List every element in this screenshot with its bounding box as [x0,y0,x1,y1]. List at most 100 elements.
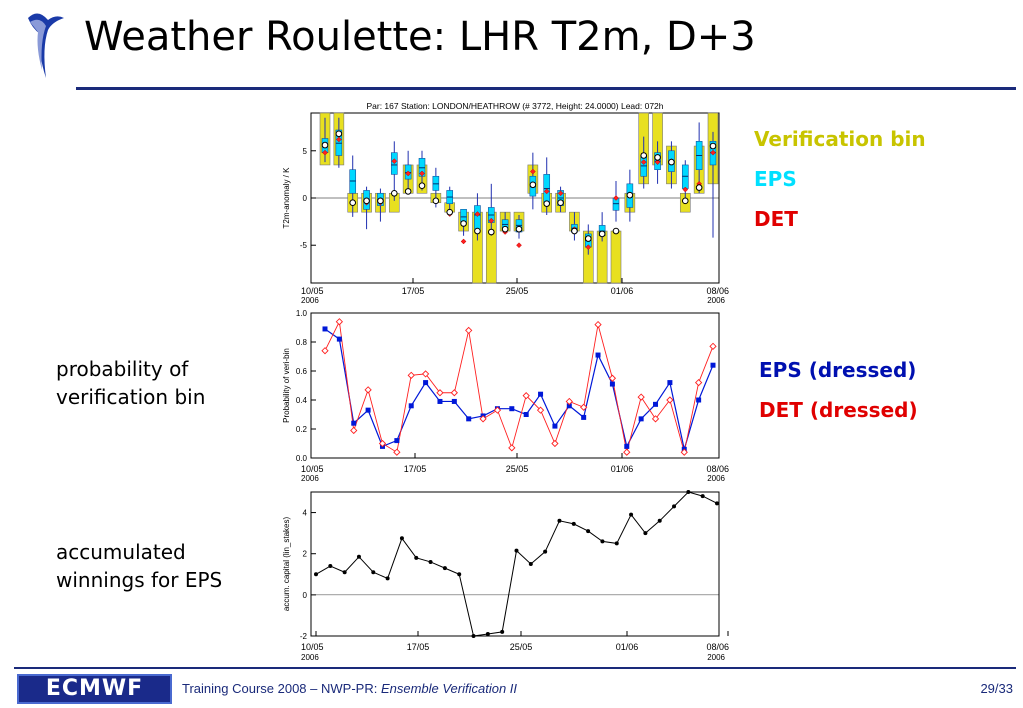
eps-dressed-point [609,381,615,387]
y-tick-label: 5 [303,147,308,156]
eps-dressed-point [581,414,587,420]
capital-point [715,501,719,506]
eps-dressed-point [667,380,673,386]
eps-dressed-point [336,336,342,342]
capital-point [614,541,619,546]
det-diamond [488,217,495,224]
slide-title: Weather Roulette: LHR T2m, D+3 [84,14,756,60]
det-diamond [419,170,425,177]
x-tick-label: 17/05 [402,286,425,296]
y-tick-label: -2 [300,632,308,641]
verification-marker [584,235,592,242]
eps-dressed-point [538,391,544,397]
x-tick-label: 01/06 [611,464,634,474]
verification-marker [571,227,578,235]
legend-det-dressed: DET (dressed) [759,398,918,422]
det-dressed-point [508,444,516,452]
eps-dressed-point [408,403,414,409]
capital-point [414,555,419,560]
verification-marker [390,189,398,197]
y-axis-label: T2m-anomaly / K [282,167,291,229]
verification-marker [474,227,481,235]
x-tick-sublabel: 2006 [707,474,725,483]
verification-marker [363,197,370,205]
eps-dressed-point [552,423,558,429]
eps-dressed-point [351,420,357,426]
eps-dressed-point [624,443,630,449]
det-diamond [543,188,550,195]
y-tick-label: 0.8 [296,338,308,347]
det-dressed-point [421,370,430,378]
verification-marker [335,130,343,138]
verification-marker [515,225,523,233]
eps-dressed-point [437,398,443,404]
winnings-label-line1: accumulated [56,540,186,564]
capital-point [356,554,361,559]
capital-point [643,531,648,536]
det-diamond [640,159,647,165]
y-tick-label: 0 [303,194,308,203]
eps-dressed-point [595,352,601,358]
det-dressed-point [350,426,358,435]
det-dressed-point [493,406,502,414]
det-dressed-line [324,320,714,453]
capital-point [471,634,476,638]
x-tick-label: 08/06 [706,464,729,474]
det-diamond [530,168,536,175]
capital-point [672,504,677,509]
det-dressed-point [479,415,487,423]
eps-dressed-point [638,416,644,422]
capital-point [557,518,562,523]
y-tick-label: 1.0 [296,309,308,318]
verification-marker [543,200,551,207]
det-diamond [585,244,592,250]
legend-eps-dressed: EPS (dressed) [759,358,917,382]
verification-bin-bar [610,230,622,284]
legend-det: DET [754,207,798,231]
capital-point [586,529,591,534]
capital-point [485,631,490,636]
det-diamond [474,211,481,217]
capital-point [600,539,605,544]
det-diamond [336,136,342,143]
capital-line [315,491,718,637]
verification-marker [487,228,495,236]
verification-marker [695,184,703,191]
verification-marker [598,230,606,238]
eps-dressed-point [653,401,659,407]
det-dressed-point [565,397,573,406]
eps-dressed-point [523,412,529,417]
det-diamond [405,170,411,177]
footer-text: Training Course 2008 – NWP-PR: Ensemble … [182,681,517,696]
det-dressed-point [536,406,545,414]
eps-dressed-line [324,328,714,450]
verification-marker [681,197,689,205]
det-dressed-point [580,403,588,411]
y-tick-label: 0.2 [296,425,308,434]
footer-italic: Ensemble Verification II [380,681,518,696]
verification-marker [418,182,426,190]
x-tick-label: 25/05 [506,286,529,296]
y-tick-label: 0.4 [296,396,308,405]
x-tick-label: 17/05 [407,642,430,652]
x-tick-label: 10/05 [301,286,324,296]
capital-point [371,570,376,575]
y-tick-label: 0.0 [296,454,308,463]
verification-marker [557,199,564,207]
det-dressed-point [623,448,631,456]
det-dressed-point [378,439,387,448]
capital-point [342,570,347,575]
y-axis-label: accum. capital (lin_stakes) [282,517,291,612]
capital-point [328,564,333,569]
probability-label: probability of verification bin [56,355,205,411]
eps-dressed-point [566,403,572,409]
x-tick-label: 08/06 [706,642,729,652]
capital-point [399,536,404,541]
y-tick-label: -5 [300,241,308,250]
title-rule [76,87,1016,90]
capital-point [457,572,462,577]
probability-label-line1: probability of [56,357,189,381]
winnings-label-line2: winnings for EPS [56,568,223,592]
eps-dressed-point [696,397,702,403]
det-dressed-point [594,320,602,329]
